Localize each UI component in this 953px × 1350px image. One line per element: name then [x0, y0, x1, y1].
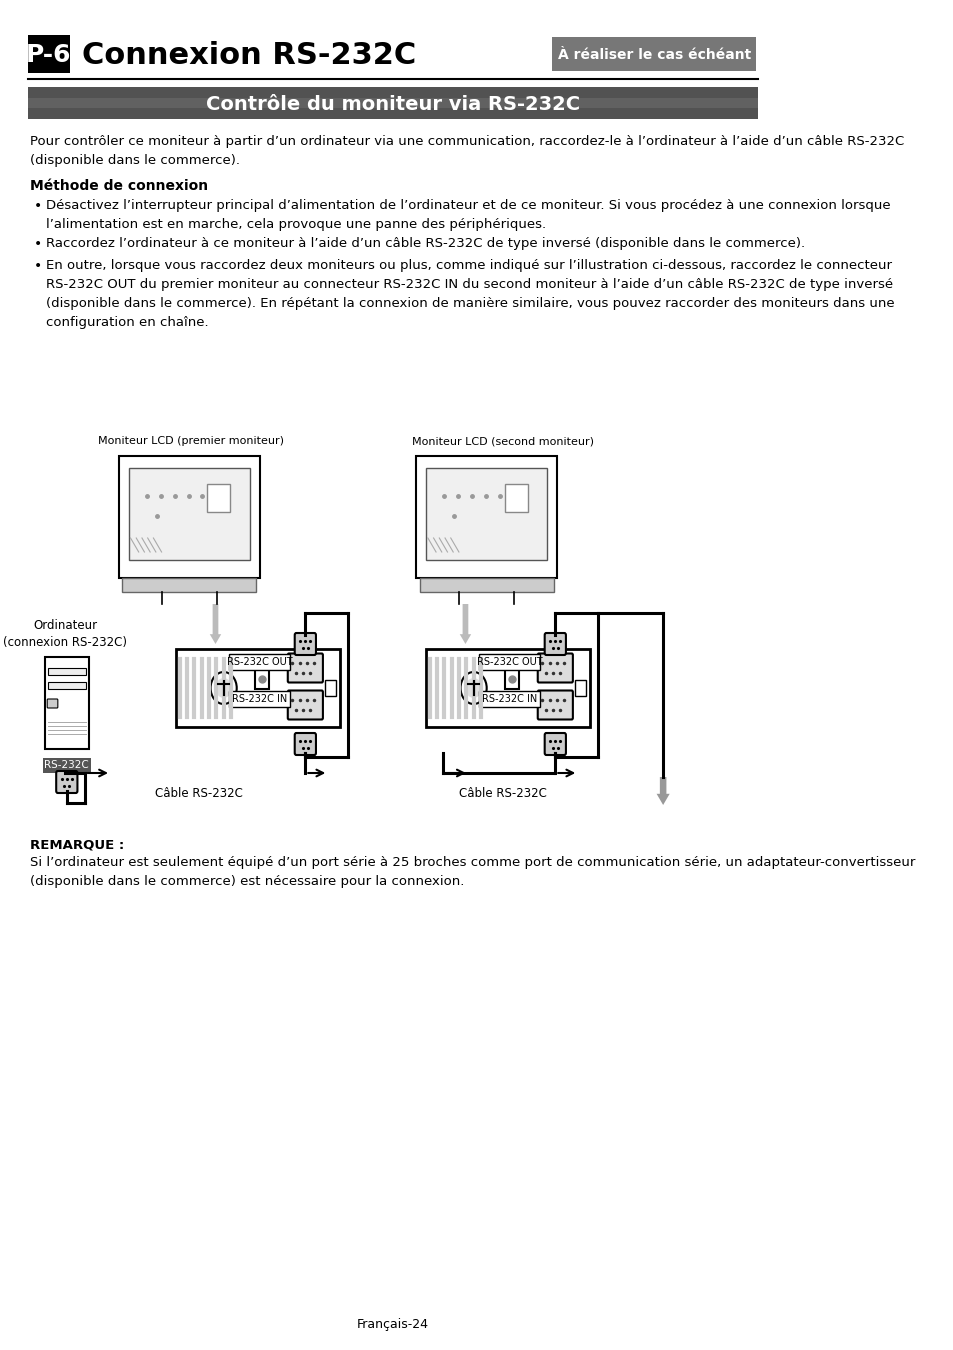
FancyBboxPatch shape — [28, 86, 757, 119]
FancyBboxPatch shape — [552, 36, 756, 72]
FancyBboxPatch shape — [229, 653, 290, 670]
FancyBboxPatch shape — [504, 670, 518, 688]
FancyBboxPatch shape — [478, 691, 539, 707]
FancyBboxPatch shape — [48, 682, 86, 688]
Text: Contrôle du moniteur via RS-232C: Contrôle du moniteur via RS-232C — [206, 95, 579, 113]
FancyBboxPatch shape — [28, 35, 70, 73]
Text: Câble RS-232C: Câble RS-232C — [458, 787, 546, 801]
FancyBboxPatch shape — [416, 456, 557, 578]
Text: Ordinateur
(connexion RS-232C): Ordinateur (connexion RS-232C) — [3, 620, 127, 649]
FancyBboxPatch shape — [47, 699, 58, 707]
FancyBboxPatch shape — [544, 633, 565, 655]
FancyBboxPatch shape — [294, 733, 315, 755]
FancyBboxPatch shape — [28, 86, 757, 97]
FancyBboxPatch shape — [45, 657, 89, 749]
FancyBboxPatch shape — [119, 456, 259, 578]
Text: RS-232C IN: RS-232C IN — [481, 694, 537, 703]
Text: RS-232C IN: RS-232C IN — [232, 694, 287, 703]
Text: P-6: P-6 — [26, 43, 71, 68]
Text: Méthode de connexion: Méthode de connexion — [30, 180, 208, 193]
FancyBboxPatch shape — [43, 757, 91, 774]
Text: Pour contrôler ce moniteur à partir d’un ordinateur via une communication, racco: Pour contrôler ce moniteur à partir d’un… — [30, 135, 903, 167]
FancyBboxPatch shape — [419, 578, 553, 593]
Text: •: • — [34, 259, 42, 273]
FancyBboxPatch shape — [288, 690, 322, 720]
FancyBboxPatch shape — [129, 468, 250, 560]
Polygon shape — [459, 603, 471, 644]
Text: REMARQUE :: REMARQUE : — [30, 838, 124, 850]
FancyBboxPatch shape — [28, 97, 757, 108]
Polygon shape — [656, 778, 669, 805]
FancyBboxPatch shape — [229, 691, 290, 707]
Polygon shape — [210, 603, 221, 644]
FancyBboxPatch shape — [288, 653, 322, 683]
Text: Câble RS-232C: Câble RS-232C — [155, 787, 243, 801]
FancyBboxPatch shape — [294, 633, 315, 655]
FancyBboxPatch shape — [478, 653, 539, 670]
FancyBboxPatch shape — [544, 733, 565, 755]
FancyBboxPatch shape — [504, 485, 527, 512]
Text: RS-232C OUT: RS-232C OUT — [227, 657, 293, 667]
FancyBboxPatch shape — [207, 485, 230, 512]
Text: Moniteur LCD (premier moniteur): Moniteur LCD (premier moniteur) — [98, 436, 284, 446]
Circle shape — [215, 678, 232, 698]
Circle shape — [211, 672, 236, 703]
Text: À réaliser le cas échéant: À réaliser le cas échéant — [557, 49, 750, 62]
Text: Français-24: Français-24 — [356, 1318, 428, 1331]
Circle shape — [460, 672, 486, 703]
Text: Désactivez l’interrupteur principal d’alimentation de l’ordinateur et de ce moni: Désactivez l’interrupteur principal d’al… — [46, 198, 889, 231]
FancyBboxPatch shape — [575, 680, 585, 697]
Text: RS-232C: RS-232C — [45, 760, 89, 770]
Circle shape — [465, 678, 481, 698]
FancyBboxPatch shape — [426, 649, 589, 728]
Text: RS-232C OUT: RS-232C OUT — [476, 657, 542, 667]
FancyBboxPatch shape — [537, 690, 572, 720]
FancyBboxPatch shape — [56, 771, 77, 792]
Text: Si l’ordinateur est seulement équipé d’un port série à 25 broches comme port de : Si l’ordinateur est seulement équipé d’u… — [30, 856, 915, 888]
Text: Raccordez l’ordinateur à ce moniteur à l’aide d’un câble RS-232C de type inversé: Raccordez l’ordinateur à ce moniteur à l… — [46, 238, 804, 250]
FancyBboxPatch shape — [176, 649, 339, 728]
FancyBboxPatch shape — [537, 653, 572, 683]
Text: Connexion RS-232C: Connexion RS-232C — [81, 40, 416, 69]
Text: Moniteur LCD (second moniteur): Moniteur LCD (second moniteur) — [412, 436, 594, 446]
FancyBboxPatch shape — [426, 468, 547, 560]
Text: En outre, lorsque vous raccordez deux moniteurs ou plus, comme indiqué sur l’ill: En outre, lorsque vous raccordez deux mo… — [46, 259, 893, 329]
Text: •: • — [34, 198, 42, 213]
FancyBboxPatch shape — [254, 670, 269, 688]
FancyBboxPatch shape — [48, 668, 86, 675]
FancyBboxPatch shape — [28, 108, 757, 119]
Text: •: • — [34, 238, 42, 251]
FancyBboxPatch shape — [325, 680, 335, 697]
FancyBboxPatch shape — [122, 578, 256, 593]
